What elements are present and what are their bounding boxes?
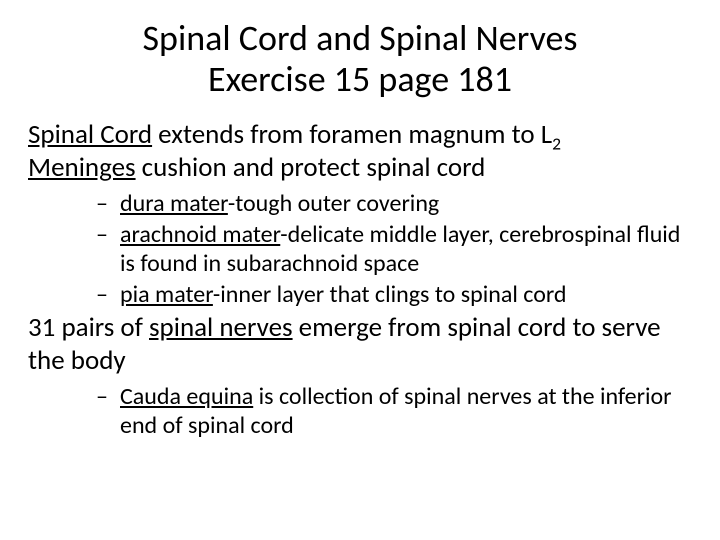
nerves-list: –Cauda equina is collection of spinal ne… <box>28 382 692 441</box>
body-line-spinal-cord: Spinal Cord extends from foramen magnum … <box>28 119 692 152</box>
dash-icon: – <box>96 280 120 309</box>
text-pairs-pre: 31 pairs of <box>28 311 149 344</box>
dash-icon: – <box>96 220 120 249</box>
text-pia-rest: -inner layer that clings to spinal cord <box>213 280 567 309</box>
meninges-list: –dura mater-tough outer covering –arachn… <box>28 189 692 310</box>
term-meninges: Meninges <box>28 151 136 184</box>
term-cauda-equina: Cauda equina <box>120 382 253 411</box>
dash-icon: – <box>96 382 120 411</box>
body-line-spinal-nerves: 31 pairs of spinal nerves emerge from sp… <box>28 312 692 378</box>
term-arachnoid-mater: arachnoid mater <box>120 220 280 249</box>
text-meninges-rest: cushion and protect spinal cord <box>136 151 486 184</box>
text-dura-rest: -tough outer covering <box>228 189 439 218</box>
list-item: –arachnoid mater-delicate middle layer, … <box>96 220 692 279</box>
slide: Spinal Cord and Spinal Nerves Exercise 1… <box>0 0 720 540</box>
title-line-2: Exercise 15 page 181 <box>208 57 512 101</box>
body-line-meninges: Meninges cushion and protect spinal cord <box>28 152 692 185</box>
term-pia-mater: pia mater <box>120 280 213 309</box>
list-item: –pia mater-inner layer that clings to sp… <box>96 280 692 309</box>
page-title: Spinal Cord and Spinal Nerves Exercise 1… <box>28 18 692 101</box>
term-dura-mater: dura mater <box>120 189 228 218</box>
subscript-l2: 2 <box>552 132 561 154</box>
list-item: –Cauda equina is collection of spinal ne… <box>96 382 692 441</box>
list-item: –dura mater-tough outer covering <box>96 189 692 218</box>
term-spinal-nerves: spinal nerves <box>149 311 293 344</box>
dash-icon: – <box>96 189 120 218</box>
term-spinal-cord: Spinal Cord <box>28 118 152 151</box>
text-spinal-cord-rest: extends from foramen magnum to L <box>152 118 552 151</box>
title-line-1: Spinal Cord and Spinal Nerves <box>143 16 578 60</box>
